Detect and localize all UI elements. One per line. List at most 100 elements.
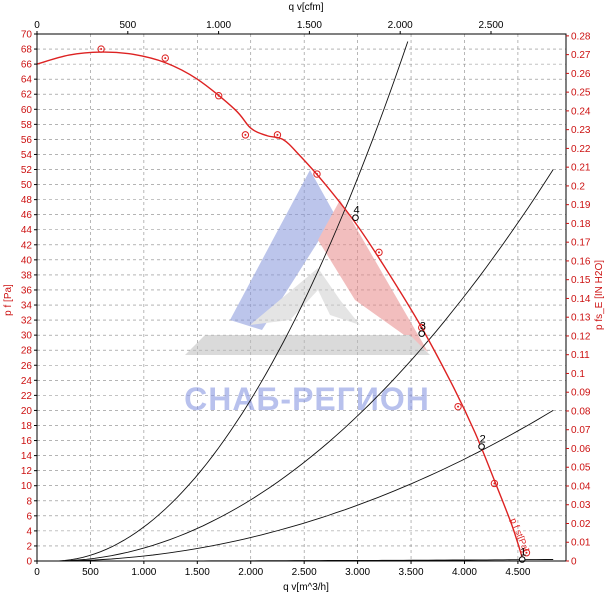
x-axis-title-top: q v[cfm]: [288, 2, 323, 13]
y-right-tick-label: 0.28: [571, 31, 591, 42]
marker-ring: [313, 170, 321, 178]
x-top-tick-label: 0: [34, 20, 40, 31]
y-right-tick-label: 0.08: [571, 406, 591, 417]
y-right-tick-label: 0.17: [571, 238, 591, 249]
x-bottom-tick-label: 4.000: [452, 567, 477, 578]
y-left-tick-label: 34: [21, 301, 33, 312]
y-right-tick-label: 0.07: [571, 425, 591, 436]
y-right-tick-label: 0.22: [571, 144, 591, 155]
marker-ring: [273, 131, 282, 139]
operating-point-label: 3: [420, 321, 426, 333]
y-left-tick-label: 32: [21, 316, 33, 327]
x-bottom-tick-label: 500: [82, 567, 99, 578]
system-curve: [52, 41, 409, 562]
operating-point: 1: [518, 546, 526, 563]
operating-point-label: 1: [520, 546, 526, 558]
fan-curve-marker: [214, 92, 223, 100]
fan-curve-marker: [161, 54, 169, 62]
y-left-tick-label: 30: [21, 331, 33, 342]
y-left-tick-label: 38: [21, 270, 33, 281]
y-right-tick-label: 0.14: [571, 294, 591, 305]
y-right-tick-label: 0.04: [571, 481, 591, 492]
y-left-tick-label: 62: [21, 90, 33, 101]
y-left-tick-label: 10: [21, 481, 33, 492]
y-left-tick-label: 56: [21, 135, 33, 146]
x-bottom-tick-label: 3.500: [399, 567, 424, 578]
y-left-tick-label: 44: [21, 225, 33, 236]
y-right-tick-label: 0.15: [571, 275, 591, 286]
y-left-tick-label: 2: [26, 541, 32, 552]
y-right-tick-label: 0.27: [571, 50, 591, 61]
marker-ring: [214, 92, 223, 100]
y-left-tick-label: 26: [21, 361, 33, 372]
x-axis-title-bottom: q v[m^3/h]: [283, 582, 329, 593]
operating-point-marker: [418, 330, 426, 337]
y-right-tick-label: 0.01: [571, 538, 591, 549]
y-left-tick-label: 12: [21, 466, 33, 477]
y-left-tick-label: 20: [21, 406, 33, 417]
marker-dot: [377, 251, 380, 254]
marker-ring: [97, 45, 105, 53]
y-left-tick-label: 52: [21, 165, 33, 176]
x-top-tick-label: 1.000: [206, 20, 231, 31]
y-right-tick-label: 0.05: [571, 463, 591, 474]
marker-dot: [100, 48, 103, 51]
y-right-tick-label: 0.03: [571, 500, 591, 511]
y-left-tick-label: 36: [21, 285, 33, 296]
y-right-tick-label: 0.19: [571, 200, 591, 211]
marker-dot: [217, 94, 220, 97]
y-left-tick-label: 70: [21, 30, 33, 41]
y-left-tick-label: 42: [21, 240, 33, 251]
fan-curve-marker: [375, 248, 383, 257]
operating-point-label: 2: [480, 434, 486, 446]
y-right-tick-label: 0.23: [571, 125, 591, 136]
operating-point-marker: [478, 443, 485, 450]
x-bottom-tick-label: 4.500: [505, 567, 530, 578]
watermark-text: СНАБ-РЕГИОН: [184, 381, 430, 417]
x-top-tick-label: 2.000: [388, 20, 413, 31]
y-right-tick-label: 0.06: [571, 444, 591, 455]
x-bottom-tick-label: 0: [34, 567, 40, 578]
y-left-tick-label: 48: [21, 195, 33, 206]
y-right-tick-label: 0.13: [571, 313, 591, 324]
fan-curve-marker: [241, 131, 250, 139]
y-right-tick-label: 0.18: [571, 219, 591, 230]
y-right-tick-label: 0.25: [571, 88, 591, 99]
y-left-tick-label: 4: [26, 526, 32, 537]
y-left-tick-label: 24: [21, 376, 33, 387]
y-left-tick-label: 58: [21, 120, 33, 131]
operating-point: 2: [478, 434, 486, 450]
y-right-tick-label: 0.11: [571, 350, 590, 361]
y-right-tick-label: 0.16: [571, 256, 591, 267]
fan-curve-marker: [313, 170, 321, 178]
y-left-tick-label: 46: [21, 210, 33, 221]
fan-curve-marker: [454, 402, 462, 411]
y-left-tick-label: 66: [21, 60, 33, 71]
x-bottom-tick-label: 3.000: [345, 567, 370, 578]
y-right-tick-label: 0.1: [571, 369, 585, 380]
y-axis-title-left: p f [Pa]: [3, 284, 14, 316]
marker-dot: [525, 551, 528, 554]
y-right-tick-label: 0: [571, 557, 577, 568]
x-top-tick-label: 500: [119, 20, 136, 31]
marker-ring: [522, 549, 531, 557]
marker-dot: [315, 173, 318, 176]
axes: 0246810121416182022242628303234363840424…: [21, 20, 591, 578]
y-right-tick-label: 0.02: [571, 519, 591, 530]
y-left-tick-label: 6: [26, 511, 32, 522]
y-left-tick-label: 54: [21, 150, 33, 161]
y-left-tick-label: 50: [21, 180, 33, 191]
marker-ring: [241, 131, 250, 139]
watermark-logo: СНАБ-РЕГИОН: [184, 170, 430, 417]
y-right-tick-label: 0.12: [571, 331, 591, 342]
operating-point-marker: [352, 214, 359, 221]
x-bottom-tick-label: 2.500: [292, 567, 317, 578]
operating-point: 3: [418, 321, 426, 337]
marker-ring: [161, 54, 169, 62]
y-right-tick-label: 0.21: [571, 163, 591, 174]
marker-dot: [164, 57, 167, 60]
y-left-tick-label: 18: [21, 421, 33, 432]
marker-dot: [276, 133, 279, 136]
marker-dot: [420, 326, 423, 329]
